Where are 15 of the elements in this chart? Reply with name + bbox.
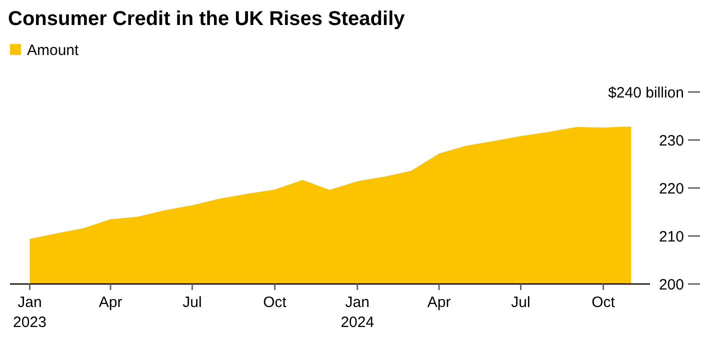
x-tick-label: Apr	[427, 294, 451, 311]
y-tick-label: 230	[658, 132, 684, 150]
x-tick-label: Jan 2023	[13, 294, 46, 331]
x-tick-label: Jul	[511, 294, 530, 311]
x-tick-label: Oct	[263, 294, 288, 311]
x-tick-label: Oct	[592, 294, 616, 311]
y-tick-label: $240 billion	[608, 84, 684, 102]
y-tick-label: 210	[658, 228, 684, 246]
x-tick-label: Jul	[182, 294, 202, 311]
chart-title: Consumer Credit in the UK Rises Steadily	[8, 8, 406, 30]
legend-label: Amount	[27, 42, 80, 59]
y-tick-label: 200	[658, 276, 684, 294]
x-tick-label: Apr	[98, 294, 122, 311]
y-tick-label: 220	[658, 180, 684, 198]
x-tick-label: Jan 2024	[340, 294, 374, 331]
